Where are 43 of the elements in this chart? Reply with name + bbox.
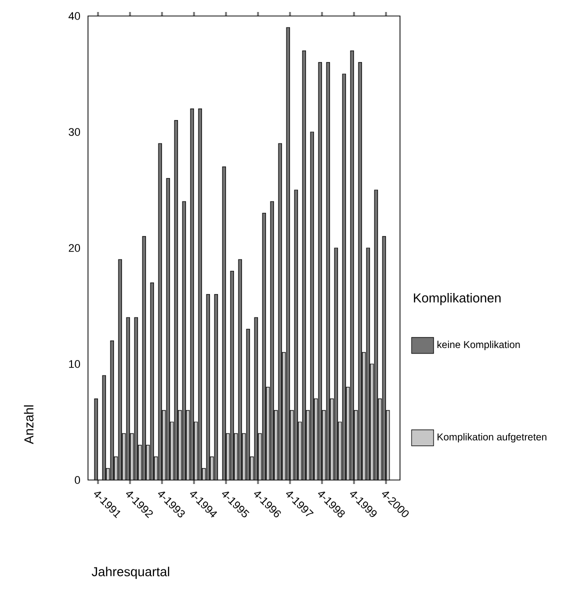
bar: [198, 108, 202, 480]
bar: [302, 50, 306, 480]
bar: [166, 178, 170, 480]
y-tick-label: 30: [68, 128, 80, 136]
bar: [254, 317, 258, 480]
bar: [278, 143, 282, 480]
bar: [326, 62, 330, 480]
y-tick-label: 20: [68, 244, 80, 252]
bar: [174, 120, 178, 480]
bar: [334, 248, 338, 480]
bar: [126, 317, 130, 480]
bar: [230, 270, 234, 480]
bar: [318, 62, 322, 480]
bar: [374, 190, 378, 480]
bar: [366, 248, 370, 480]
bar: [190, 108, 194, 480]
bar: [238, 259, 242, 480]
bar: [294, 190, 298, 480]
bar: [270, 201, 274, 480]
y-axis-title: Anzahl: [24, 405, 34, 444]
legend-title: Komplikationen: [414, 293, 501, 306]
bar: [350, 50, 354, 480]
bar: [382, 236, 386, 480]
legend-label: keine Komplikation: [437, 340, 520, 350]
bar: [118, 259, 122, 480]
legend-label: Komplikation aufgetreten: [438, 433, 546, 442]
bar: [246, 328, 250, 480]
y-tick-label: 10: [69, 360, 80, 368]
bar: [158, 143, 162, 480]
bar: [206, 294, 210, 480]
y-tick-label: 40: [68, 12, 80, 20]
bar: [342, 74, 346, 480]
bar: [142, 236, 146, 480]
bar: [358, 62, 362, 480]
bar: [134, 317, 138, 480]
x-axis-title: Jahresquartal: [92, 566, 170, 579]
bar: [310, 132, 314, 480]
bar: [286, 27, 290, 480]
y-tick-label: 0: [74, 476, 80, 484]
bar: [150, 282, 154, 480]
bar: [262, 212, 266, 480]
bar: [182, 201, 186, 480]
bar: [110, 340, 114, 480]
